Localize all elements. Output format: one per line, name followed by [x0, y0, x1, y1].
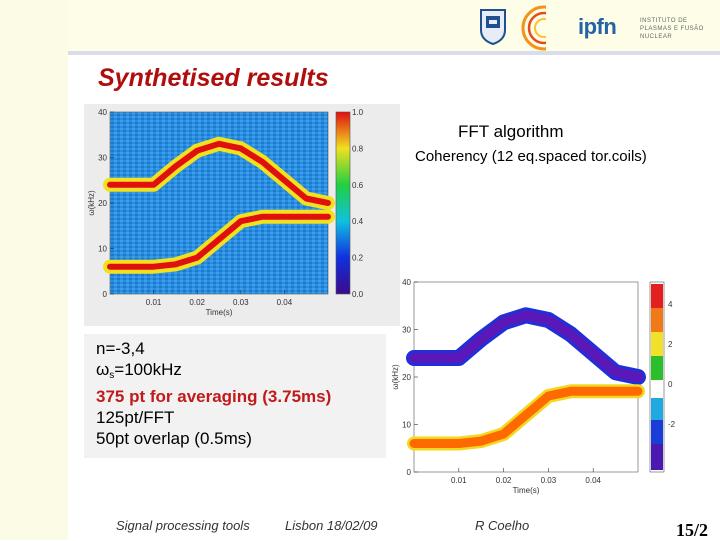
colorbar-tick-label: 4 [668, 300, 673, 309]
spectrogram-chart: 0.01 0.02 0.03 0.04 0 10 20 30 40 Time(s) ω(kHz) 0.… [87, 108, 364, 317]
x-axis-label: Time(s) [513, 486, 540, 495]
slide-title: Synthetised results [98, 64, 329, 92]
left-decor-band [0, 0, 68, 540]
x-tick-label: 0.02 [189, 298, 205, 307]
ipfn-logo-subtitle: INSTITUTO DE PLASMAS E FUSÃO NUCLEAR [640, 18, 704, 40]
omega-symbol: ω [96, 360, 110, 379]
y-tick-label: 20 [98, 199, 107, 208]
colorbar-tick-label: 0.8 [352, 144, 364, 153]
param-fft-points: 125pt/FFT [96, 408, 175, 427]
x-tick-label: 0.02 [496, 476, 512, 485]
ipfn-logo-text: ipfn [578, 14, 617, 39]
y-tick-label: 0 [103, 290, 108, 299]
omega-value: =100kHz [114, 360, 182, 379]
colorbar-tick-label: 2 [668, 340, 673, 349]
colorbar-tick-label: 0 [668, 380, 673, 389]
header-divider [68, 51, 720, 55]
coherency-label: Coherency (12 eq.spaced tor.coils) [415, 148, 647, 165]
y-tick-label: 40 [98, 108, 107, 117]
y-axis-label: ω(kHz) [87, 190, 96, 216]
series-line-2-layer-2 [107, 213, 331, 270]
parameters-box: n=-3,4 ωs=100kHz 375 pt for averaging (3… [84, 334, 386, 458]
series-line-1-layer-2 [107, 140, 331, 206]
omega-subscript: s [109, 370, 115, 381]
header-band [68, 0, 720, 52]
param-overlap: 50pt overlap (0.5ms) [96, 429, 252, 448]
param-n: n=-3,4 [96, 339, 145, 358]
y-tick-label: 10 [402, 421, 411, 430]
y-tick-label: 40 [402, 278, 411, 287]
colorbar-tick-label: 1.0 [352, 108, 364, 117]
footer-date: Lisbon 18/02/09 [285, 518, 378, 533]
series-line-1-layer-2 [409, 310, 643, 382]
colorbar-tick-label: 0.4 [352, 217, 364, 226]
x-axis-label: Time(s) [206, 308, 233, 317]
y-tick-label: 10 [98, 245, 107, 254]
footer-author: R Coelho [475, 518, 530, 533]
colorbar-tick-label: 0.2 [352, 254, 364, 263]
colorbar-tick-label: 0.0 [352, 290, 364, 299]
university-crest-icon [480, 9, 506, 46]
footer-topic: Signal processing tools [116, 518, 250, 533]
page-number: 15/2 [676, 520, 709, 540]
x-tick-label: 0.04 [585, 476, 601, 485]
y-axis-label: ω(kHz) [392, 364, 400, 390]
x-tick-label: 0.03 [541, 476, 557, 485]
colorbar-tick-label: -2 [668, 420, 676, 429]
colorbar-tick-label: 0.6 [352, 181, 364, 190]
x-tick-label: 0.01 [146, 298, 162, 307]
ipfn-logo-icon [521, 5, 572, 51]
x-tick-label: 0.01 [451, 476, 467, 485]
param-sampling: ωs=100kHz [96, 359, 386, 386]
y-tick-label: 30 [98, 154, 107, 163]
y-tick-label: 0 [407, 468, 412, 477]
x-tick-label: 0.04 [277, 298, 293, 307]
y-tick-label: 20 [402, 373, 411, 382]
y-tick-label: 30 [402, 326, 411, 335]
param-averaging: 375 pt for averaging (3.75ms) [96, 387, 332, 406]
x-tick-label: 0.03 [233, 298, 249, 307]
coherency-chart: 0.01 0.02 0.03 0.04010203040Time(s)ω(kHz)-2… [392, 278, 676, 495]
fft-algorithm-label: FFT algorithm [458, 122, 564, 141]
series-line-2-layer-2 [409, 386, 643, 448]
